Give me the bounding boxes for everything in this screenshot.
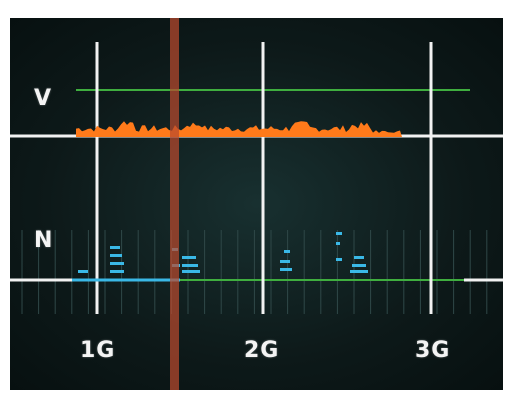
n-label: N xyxy=(34,228,54,253)
n-trace-dash xyxy=(182,270,200,273)
n-trace-dash xyxy=(352,264,366,267)
faint-grid xyxy=(21,230,488,314)
n-trace xyxy=(72,232,368,282)
n-trace-dash xyxy=(336,258,342,261)
tick-label-1g: 1G xyxy=(80,338,116,363)
n-trace-dash xyxy=(336,242,340,245)
n-trace-dash xyxy=(354,256,364,259)
n-trace-dash xyxy=(78,270,88,273)
n-trace-dash xyxy=(182,264,198,267)
v-trace-band xyxy=(76,121,402,137)
tick-label-2g: 2G xyxy=(244,338,280,363)
n-trace-dash xyxy=(110,246,120,249)
n-trace-dash xyxy=(110,254,122,257)
n-trace-dash xyxy=(350,270,368,273)
n-trace-dash xyxy=(110,262,124,265)
n-trace-dash xyxy=(336,232,342,235)
v-trace xyxy=(76,121,402,137)
n-trace-dash xyxy=(110,270,124,273)
n-trace-dash xyxy=(280,268,292,271)
marker-bar xyxy=(170,18,179,390)
n-trace-dash xyxy=(284,250,290,253)
n-trace-dash xyxy=(182,256,196,259)
tick-label-3g: 3G xyxy=(415,338,451,363)
v-label: V xyxy=(34,86,53,111)
n-trace-dash xyxy=(280,260,290,263)
oscilloscope-screen: V N 1G 2G 3G xyxy=(10,18,503,390)
scope-plot xyxy=(10,18,503,390)
